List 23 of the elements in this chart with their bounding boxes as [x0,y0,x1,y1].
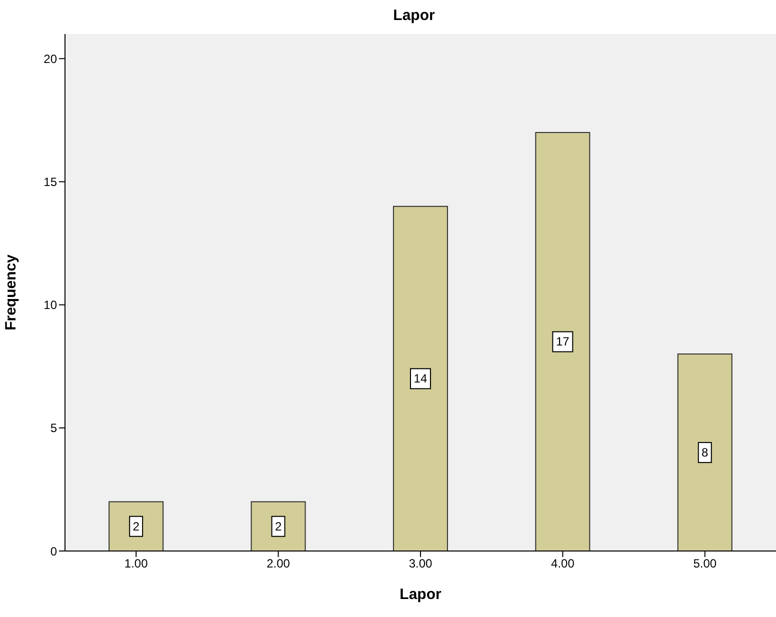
data-label: 8 [702,446,709,460]
y-tick-label: 5 [50,421,58,436]
x-tick-label: 3.00 [408,556,432,571]
data-label: 2 [132,519,140,534]
y-tick-label: 10 [44,298,58,312]
x-axis-title: Lapor [400,586,442,603]
data-label: 2 [274,519,282,534]
bar [250,501,306,551]
x-tick-label: 5.00 [693,556,717,571]
data-label: 14 [414,372,428,386]
data-label: 17 [556,334,570,349]
y-tick-label: 0 [50,544,58,558]
bar [392,206,448,551]
y-axis-title: Frequency [2,254,20,330]
x-tick-label: 4.00 [551,556,575,571]
y-tick-label: 20 [44,52,58,66]
bar [535,132,590,551]
x-tick-label: 2.00 [266,556,290,571]
chart-title: Lapor [392,6,436,26]
bar [108,501,164,551]
y-tick-label: 15 [44,174,58,189]
bar [677,354,732,551]
x-tick-label: 1.00 [124,556,148,571]
